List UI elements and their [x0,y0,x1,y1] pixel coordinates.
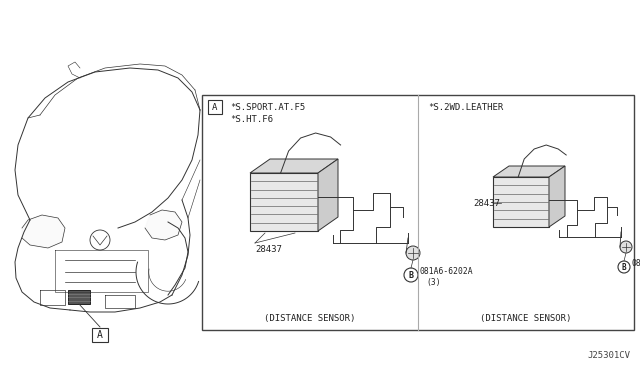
Text: (3): (3) [638,272,640,280]
Circle shape [404,268,418,282]
Text: 081A6-6202A: 081A6-6202A [632,260,640,269]
Text: 28437: 28437 [255,245,282,254]
Text: 081A6-6202A: 081A6-6202A [420,266,474,276]
Polygon shape [145,210,182,240]
Polygon shape [549,166,565,227]
Polygon shape [22,215,65,248]
Polygon shape [493,166,565,177]
Bar [208,100,222,114]
Bar [250,173,318,231]
Bar [92,328,108,342]
Circle shape [620,241,632,253]
Circle shape [406,246,420,260]
Text: A: A [212,103,218,112]
Polygon shape [318,159,338,231]
Bar [202,95,634,330]
Text: (DISTANCE SENSOR): (DISTANCE SENSOR) [264,314,356,323]
Text: A: A [97,330,103,340]
Text: B: B [621,263,627,272]
Bar [68,290,90,304]
Text: (3): (3) [426,279,440,288]
Text: B: B [408,270,413,279]
Text: *S.HT.F6: *S.HT.F6 [230,115,273,125]
Bar [493,177,549,227]
Text: (DISTANCE SENSOR): (DISTANCE SENSOR) [480,314,572,323]
Text: *S.SPORT.AT.F5: *S.SPORT.AT.F5 [230,103,305,112]
Text: J25301CV: J25301CV [587,351,630,360]
Circle shape [618,261,630,273]
Polygon shape [250,159,338,173]
Text: 28437: 28437 [473,199,500,208]
Text: *S.2WD.LEATHER: *S.2WD.LEATHER [428,103,503,112]
